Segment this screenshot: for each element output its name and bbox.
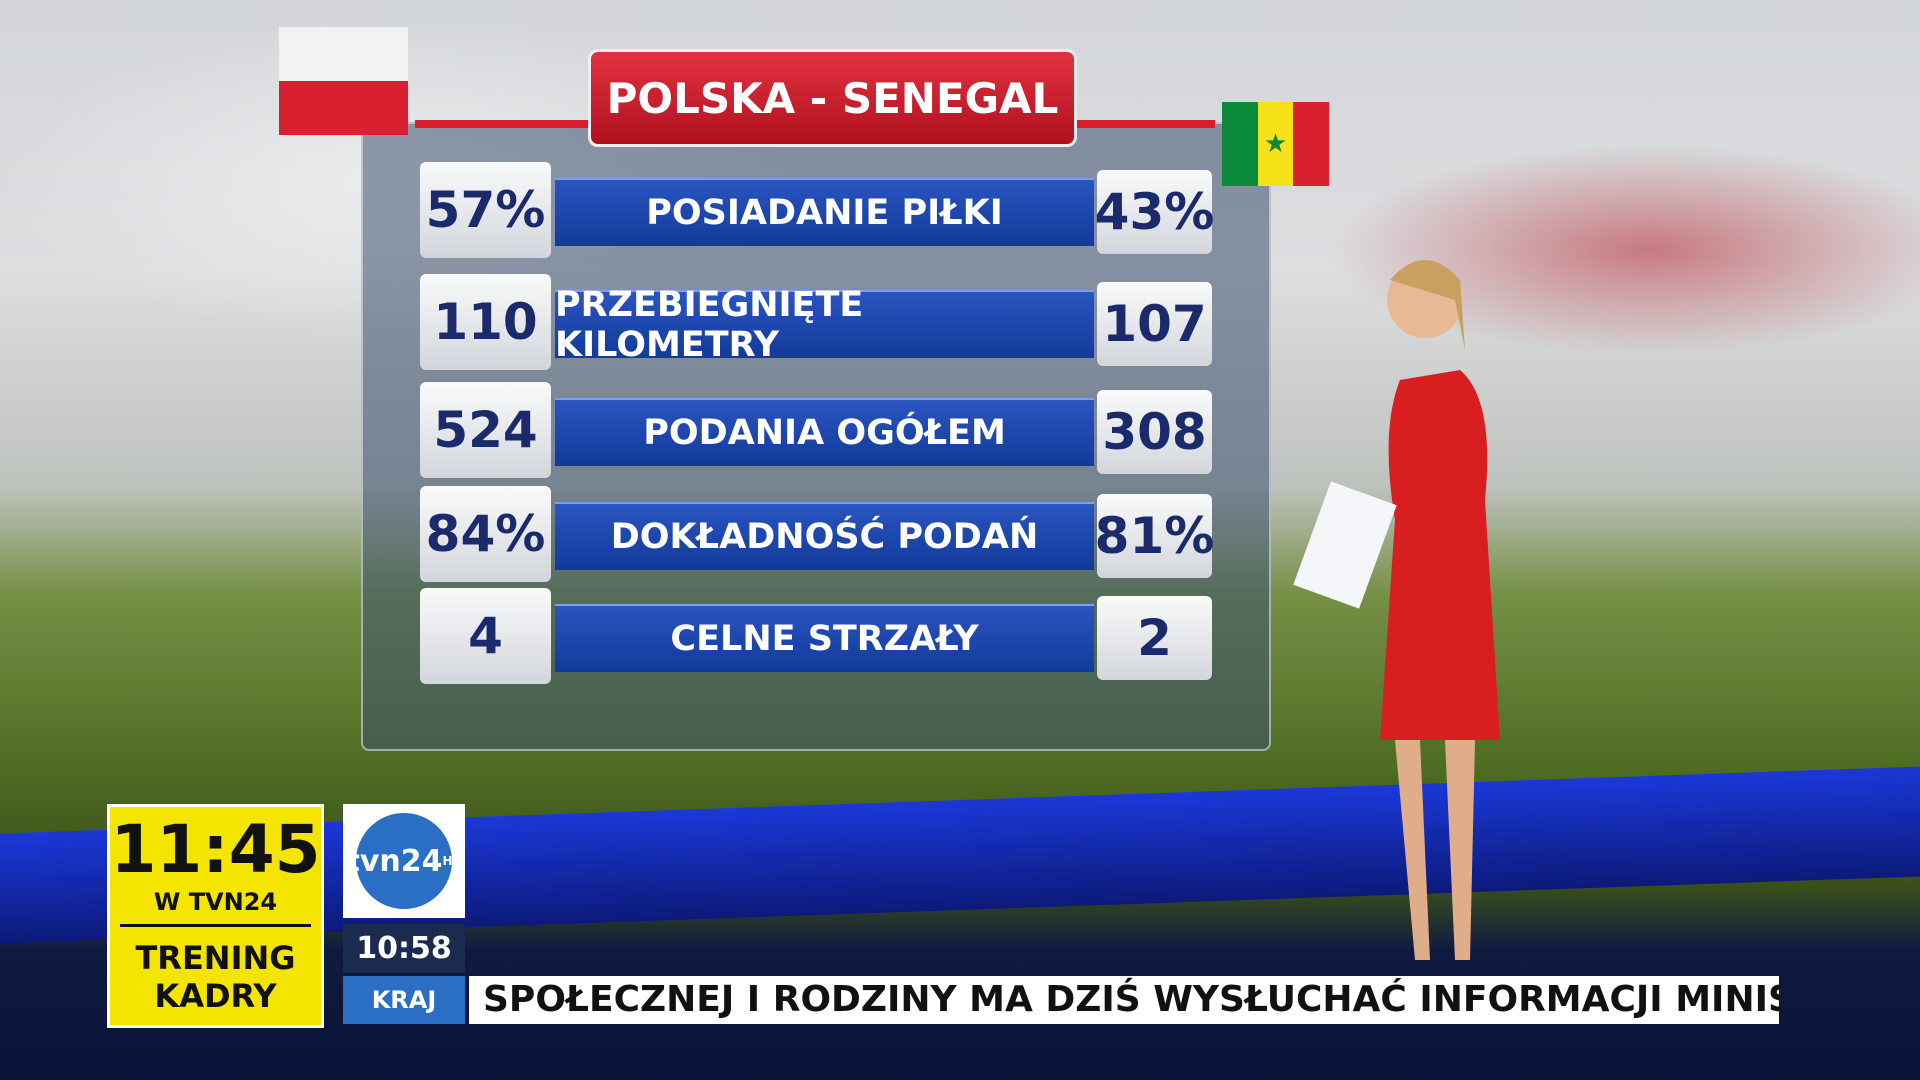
promo-box: 11:45 W TVN24 TRENING KADRY [107,804,324,1028]
logo-text: tvn24 [345,843,443,879]
logo-badge: HD [442,854,463,868]
flag-senegal: ★ [1222,102,1330,186]
stat-label: PRZEBIEGNIĘTE KILOMETRY [555,285,1094,365]
stat-label: DOKŁADNOŚĆ PODAŃ [555,502,1094,570]
presenter [1293,260,1500,960]
ticker-text: SPOŁECZNEJ I RODZINY MA DZIŚ WYSŁUCHAĆ I… [469,976,1779,1024]
poland-value: 110 [420,274,551,370]
poland-value: 57% [420,162,551,258]
senegal-value: 43% [1095,170,1214,254]
channel-logo: tvn24 HD [343,804,465,918]
senegal-value: 107 [1097,282,1212,366]
poland-value: 84% [420,486,551,582]
stat-label: PODANIA OGÓŁEM [555,398,1094,466]
poland-value: 524 [420,382,551,478]
clock: 10:58 [343,924,465,973]
stat-label: CELNE STRZAŁY [555,604,1094,672]
stat-label: POSIADANIE PIŁKI [555,178,1094,246]
promo-channel: W TVN24 [120,888,311,927]
match-title: POLSKA - SENEGAL [588,49,1077,147]
ticker-section: KRAJ [343,976,465,1024]
promo-line: KADRY [154,977,277,1015]
senegal-value: 2 [1097,596,1212,680]
promo-line: TRENING [135,939,296,977]
promo-time: 11:45 [110,811,321,888]
flag-poland [279,27,408,135]
senegal-value: 308 [1097,390,1212,474]
poland-value: 4 [420,588,551,684]
senegal-value: 81% [1095,494,1214,578]
